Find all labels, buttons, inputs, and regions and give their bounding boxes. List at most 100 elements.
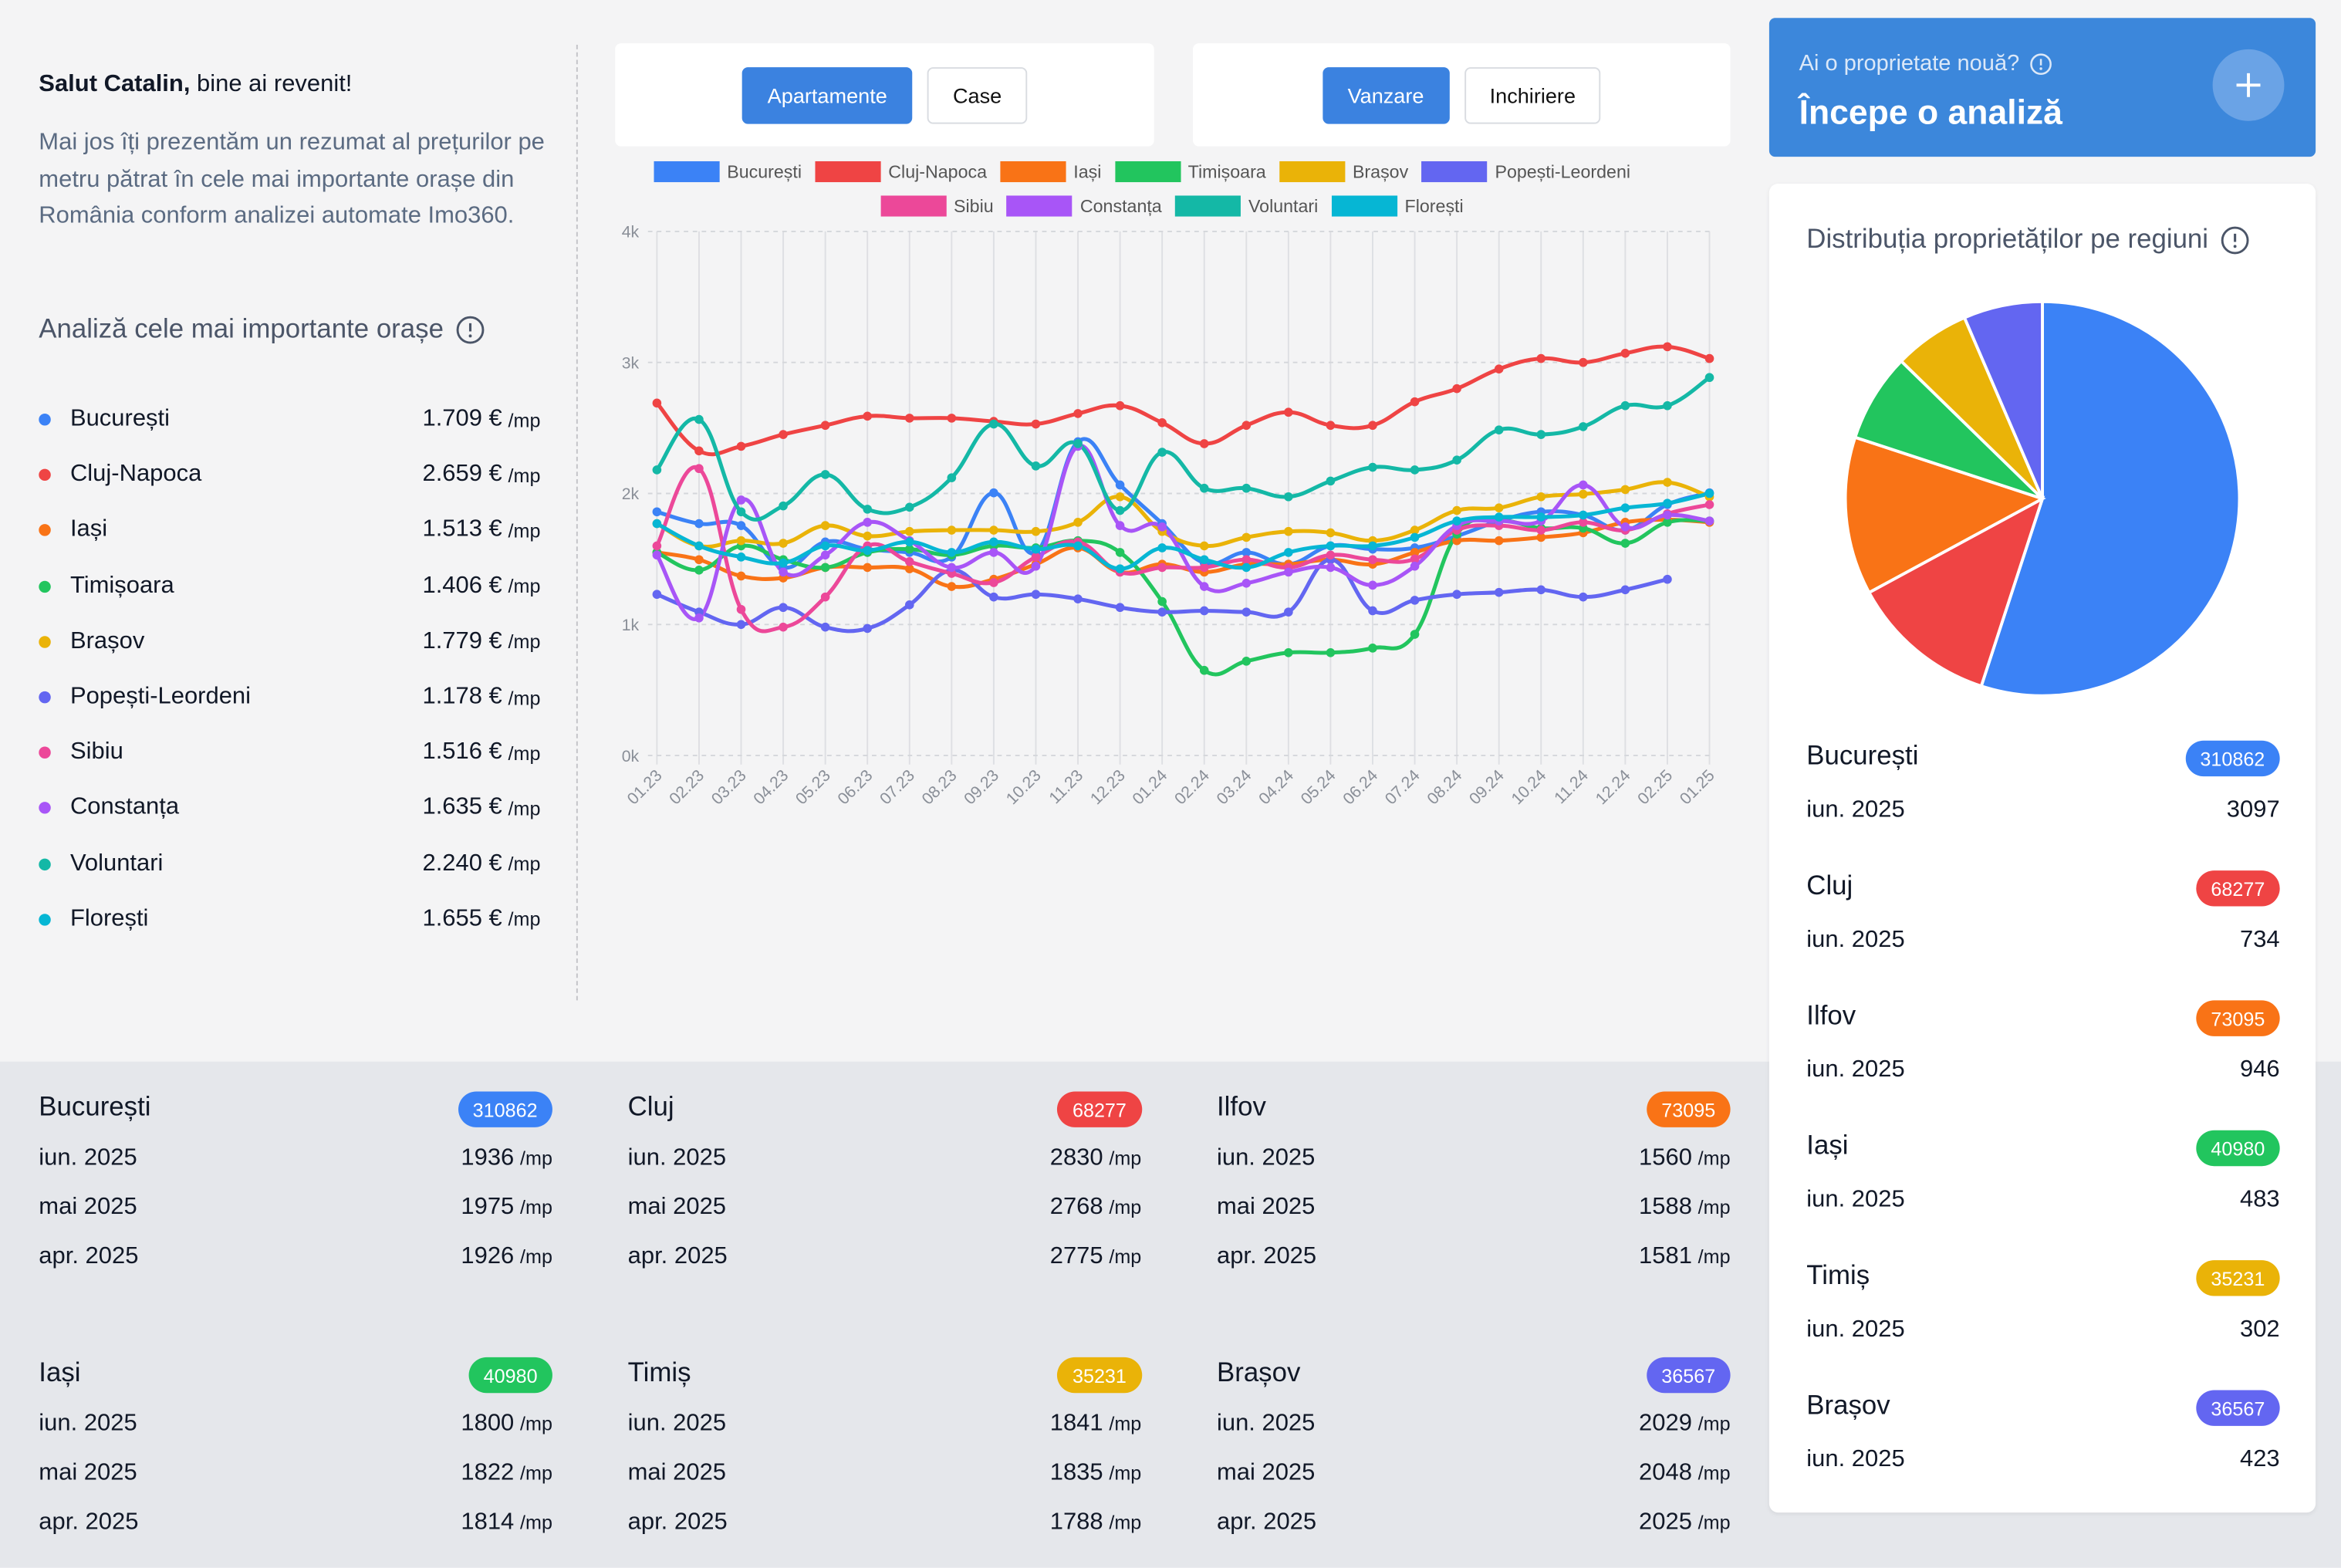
toggle-button[interactable]: Case (927, 66, 1028, 123)
data-point (652, 507, 662, 517)
toggle-button[interactable]: Inchiriere (1464, 66, 1601, 123)
price-unit: /mp (519, 1462, 552, 1485)
distribution-heading: Distribuția proprietăților pe regiuni (1806, 224, 2250, 255)
data-point (1031, 544, 1041, 554)
info-icon[interactable] (2029, 52, 2052, 76)
city-price: 1.635 € (422, 795, 502, 821)
month: apr. 2025 (627, 1509, 728, 1536)
plot-area (657, 231, 1710, 756)
price-unit: /mp (1697, 1195, 1731, 1218)
price: 1788/mp (1050, 1509, 1142, 1536)
data-point (1241, 657, 1252, 666)
price: 1588/mp (1639, 1195, 1731, 1222)
count: 423 (2239, 1446, 2280, 1472)
price-unit: /mp (1109, 1245, 1142, 1268)
data-point (779, 622, 788, 632)
month: apr. 2025 (1216, 1243, 1317, 1269)
toggle-button[interactable]: Vanzare (1322, 66, 1450, 123)
price-unit: /mp (508, 853, 541, 876)
city-price: 1.513 € (422, 517, 502, 543)
data-point (736, 553, 746, 562)
data-point (1115, 603, 1125, 613)
count: 483 (2239, 1187, 2280, 1213)
data-point (1494, 512, 1504, 522)
info-icon[interactable] (455, 314, 485, 344)
legend-label: Constanța (1079, 195, 1162, 217)
data-point (1284, 407, 1293, 417)
data-point (1241, 421, 1252, 431)
x-tick-label: 01.24 (1129, 766, 1171, 809)
legend-item: Iași (1000, 158, 1101, 185)
city-price: 1.709 € (422, 406, 502, 432)
data-point (736, 495, 746, 505)
data-point (1452, 516, 1461, 525)
month: apr. 2025 (39, 1509, 139, 1536)
data-point (863, 518, 873, 527)
month: mai 2025 (39, 1194, 137, 1220)
legend-label: Sibiu (954, 195, 994, 217)
data-point (1284, 647, 1293, 657)
price-value: 2048 (1639, 1460, 1692, 1486)
month: iun. 2025 (39, 1145, 137, 1171)
region-name: Cluj (627, 1091, 674, 1122)
data-point (1115, 480, 1125, 490)
y-tick-label: 2k (622, 485, 640, 503)
legend-swatch (654, 161, 720, 183)
month: mai 2025 (627, 1460, 727, 1486)
x-tick-label: 03.23 (708, 766, 750, 809)
toggle-button[interactable]: Apartamente (741, 66, 913, 123)
data-point (1704, 500, 1714, 509)
price: 2025/mp (1639, 1509, 1731, 1536)
count: 734 (2239, 927, 2280, 953)
price: 1841/mp (1050, 1411, 1142, 1438)
data-point (1368, 421, 1377, 431)
legend-swatch (1279, 161, 1346, 183)
data-point (904, 600, 914, 610)
price: 2775/mp (1050, 1244, 1142, 1271)
data-point (736, 441, 746, 451)
new-analysis-card[interactable]: Ai o proprietate nouă? Începe o analiză (1768, 18, 2316, 157)
price: 2048/mp (1639, 1460, 1731, 1487)
city-name: Timișoara (69, 573, 174, 599)
add-button[interactable] (2212, 49, 2285, 121)
month: apr. 2025 (627, 1243, 728, 1269)
price-unit: /mp (1697, 1412, 1731, 1435)
cta-action[interactable]: Începe o analiză (1799, 92, 2062, 132)
city-row: Iași 1.513 € /mp (39, 512, 540, 548)
month: iun. 2025 (1216, 1145, 1316, 1171)
data-point (1073, 541, 1083, 551)
price-unit: /mp (519, 1245, 552, 1268)
price-value: 1822 (461, 1460, 515, 1486)
data-point (1157, 522, 1167, 532)
city-row: Voluntari 2.240 € /mp (39, 846, 540, 881)
price-unit: /mp (1109, 1147, 1142, 1170)
month: iun. 2025 (1216, 1411, 1316, 1437)
price-unit: /mp (1697, 1511, 1731, 1534)
x-tick-label: 09.24 (1465, 766, 1508, 809)
transaction-type-toggle: Vanzare Inchiriere (1193, 43, 1731, 147)
data-point (1663, 510, 1672, 520)
city-row: Constanța 1.635 € /mp (39, 790, 540, 826)
data-point (1241, 532, 1252, 542)
region-name: Timiș (627, 1357, 691, 1387)
data-point (1157, 448, 1167, 457)
data-point (1073, 594, 1083, 603)
region-name: Iași (1806, 1130, 1849, 1161)
data-point (694, 566, 704, 575)
info-icon[interactable] (2221, 225, 2251, 255)
data-point (989, 525, 998, 535)
price: 1560/mp (1639, 1145, 1731, 1172)
data-point (904, 544, 914, 554)
region-name: Brașov (1806, 1390, 1890, 1421)
data-point (1536, 532, 1546, 542)
city-dot (39, 857, 51, 870)
data-point (820, 470, 830, 479)
price-value: 1588 (1639, 1194, 1692, 1220)
price: 2830/mp (1050, 1145, 1142, 1172)
month: mai 2025 (1216, 1194, 1316, 1220)
price-value: 1581 (1639, 1243, 1692, 1269)
data-point (947, 563, 957, 573)
data-point (820, 421, 830, 431)
